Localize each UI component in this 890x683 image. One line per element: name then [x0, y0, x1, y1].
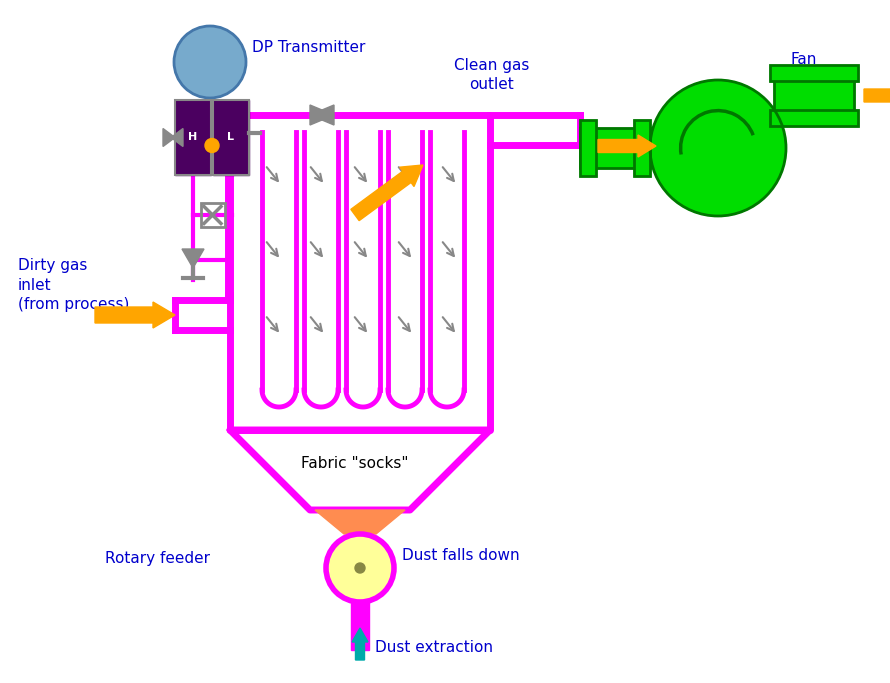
Bar — [770, 110, 858, 126]
FancyArrow shape — [351, 165, 423, 221]
Bar — [580, 120, 596, 176]
Text: Dust falls down: Dust falls down — [402, 548, 520, 563]
Text: H: H — [189, 133, 198, 143]
Bar — [770, 110, 858, 126]
Bar — [213, 100, 249, 175]
Bar — [634, 120, 650, 176]
Bar — [213, 100, 249, 175]
FancyArrow shape — [598, 135, 656, 157]
Circle shape — [174, 26, 246, 98]
Text: L: L — [228, 133, 234, 143]
Polygon shape — [182, 249, 204, 268]
Bar — [770, 65, 858, 81]
Bar — [580, 120, 596, 176]
Bar — [351, 602, 369, 650]
Text: Fan: Fan — [790, 53, 816, 68]
Bar — [200, 203, 224, 227]
Circle shape — [326, 534, 394, 602]
Text: Dust extraction: Dust extraction — [375, 641, 493, 656]
Bar — [175, 100, 211, 175]
Text: Fabric "socks": Fabric "socks" — [301, 456, 409, 471]
Bar — [175, 100, 211, 175]
Text: Rotary feeder: Rotary feeder — [105, 550, 210, 566]
Bar — [774, 73, 854, 118]
Polygon shape — [163, 128, 175, 146]
Bar — [774, 73, 854, 118]
Circle shape — [355, 563, 365, 573]
Polygon shape — [310, 105, 334, 125]
FancyArrow shape — [864, 85, 890, 107]
Circle shape — [205, 139, 219, 152]
Text: DP Transmitter: DP Transmitter — [252, 40, 366, 55]
Circle shape — [650, 80, 786, 216]
Bar — [580, 128, 650, 168]
Bar — [580, 128, 650, 168]
FancyArrow shape — [95, 302, 175, 328]
Bar — [770, 65, 858, 81]
FancyArrow shape — [352, 628, 368, 660]
Polygon shape — [310, 105, 334, 125]
Text: Clean gas
outlet: Clean gas outlet — [454, 57, 530, 92]
Polygon shape — [315, 510, 405, 534]
Bar — [634, 120, 650, 176]
Text: Dirty gas
inlet
(from process): Dirty gas inlet (from process) — [18, 257, 129, 312]
Polygon shape — [171, 128, 183, 146]
